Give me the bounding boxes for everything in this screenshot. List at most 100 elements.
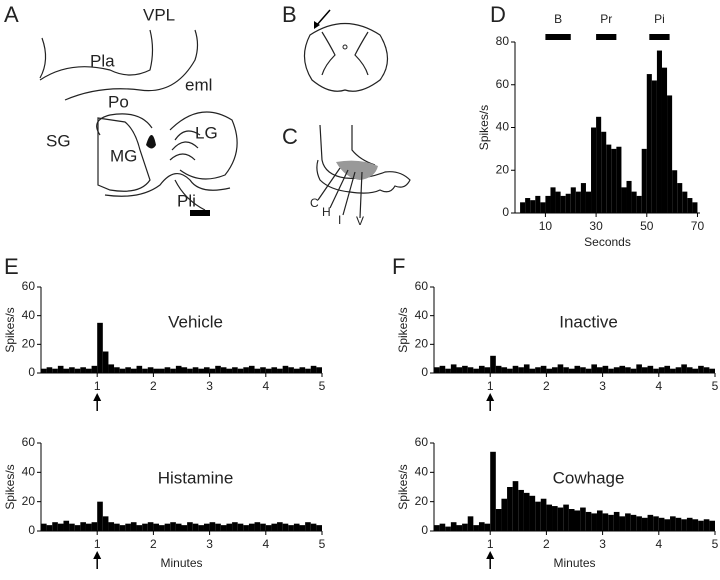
bar	[546, 504, 553, 531]
bar	[142, 368, 148, 373]
bar	[606, 144, 612, 213]
bar	[119, 525, 126, 531]
y-tick-label: 0	[421, 365, 428, 379]
y-tick-label: 0	[28, 523, 35, 537]
y-tick-label: 0	[502, 205, 509, 219]
bar	[675, 367, 682, 373]
bar	[653, 516, 659, 531]
bar	[136, 365, 143, 373]
bar	[445, 368, 451, 373]
bar	[271, 367, 278, 373]
bar	[198, 525, 204, 531]
bar	[52, 522, 58, 531]
bar	[709, 520, 715, 531]
bar	[80, 522, 86, 531]
arrow-head	[486, 551, 495, 559]
bar	[585, 368, 592, 373]
condition-label: Histamine	[158, 468, 234, 487]
stimulus-bar	[649, 34, 670, 40]
bar	[254, 522, 261, 531]
bar	[585, 511, 592, 531]
bar	[456, 367, 463, 373]
bar	[570, 187, 576, 213]
stimulus-bar	[596, 34, 617, 40]
bar	[591, 364, 597, 373]
y-tick-label: 20	[22, 337, 36, 351]
bar	[316, 525, 322, 531]
bar	[164, 367, 171, 373]
bar	[698, 520, 704, 531]
bar	[664, 365, 671, 373]
y-axis-label: Spikes/s	[396, 307, 410, 352]
bar	[647, 514, 654, 531]
bar	[260, 367, 266, 373]
bar	[288, 525, 294, 531]
bar	[507, 368, 513, 373]
y-tick-label: 40	[22, 465, 36, 479]
bar	[248, 523, 255, 531]
bar	[175, 523, 182, 531]
x-tick-label: 10	[539, 219, 553, 233]
bar	[130, 368, 137, 373]
stimulus-label: Pr	[600, 12, 612, 26]
bar	[535, 367, 541, 373]
bar	[613, 511, 620, 531]
bar	[495, 365, 502, 373]
y-tick-label: 60	[496, 77, 510, 91]
bar	[74, 368, 81, 373]
bar	[265, 525, 272, 531]
bar	[478, 522, 485, 531]
site-label: H	[322, 205, 331, 219]
bar	[159, 368, 165, 373]
x-tick-label: 5	[319, 537, 326, 551]
bar	[625, 367, 631, 373]
bar	[69, 523, 75, 531]
bar	[271, 523, 278, 531]
bar	[153, 523, 160, 531]
bar	[467, 516, 474, 531]
bar	[560, 195, 566, 213]
bar	[203, 367, 210, 373]
arrow-head	[93, 393, 102, 401]
bar	[187, 522, 193, 531]
bar	[507, 487, 513, 531]
bar	[490, 355, 496, 373]
paw-diagram	[316, 124, 411, 219]
bar	[563, 367, 569, 373]
bar	[434, 525, 440, 531]
panel-letter: D	[490, 2, 506, 27]
bar	[125, 367, 131, 373]
bar	[187, 368, 193, 373]
bar	[557, 507, 564, 531]
bar	[473, 368, 479, 373]
bar	[243, 367, 249, 373]
bar	[619, 516, 626, 531]
x-axis-label: Minutes	[553, 556, 595, 570]
region-label: VPL	[143, 5, 175, 24]
bar	[114, 523, 120, 531]
bar	[540, 202, 546, 213]
region-label: LG	[195, 123, 218, 142]
arrow-head	[486, 393, 495, 401]
bar	[692, 519, 699, 531]
bar	[484, 523, 491, 531]
bar	[667, 95, 673, 213]
region-label: Pli	[177, 191, 196, 210]
bar	[703, 519, 710, 531]
bar	[501, 498, 508, 531]
bar	[698, 365, 704, 373]
x-tick-label: 3	[206, 537, 213, 551]
stimulus-label: Pi	[654, 12, 665, 26]
bar	[254, 368, 261, 373]
y-axis-label: Spikes/s	[3, 464, 17, 509]
bar	[501, 367, 508, 373]
bar	[646, 74, 652, 213]
bar	[175, 365, 182, 373]
stimulus-label: B	[554, 12, 562, 26]
bar	[478, 365, 485, 373]
x-tick-label: 1	[94, 537, 101, 551]
region-label: MG	[110, 146, 137, 165]
y-tick-label: 40	[415, 465, 429, 479]
bar	[164, 523, 171, 531]
